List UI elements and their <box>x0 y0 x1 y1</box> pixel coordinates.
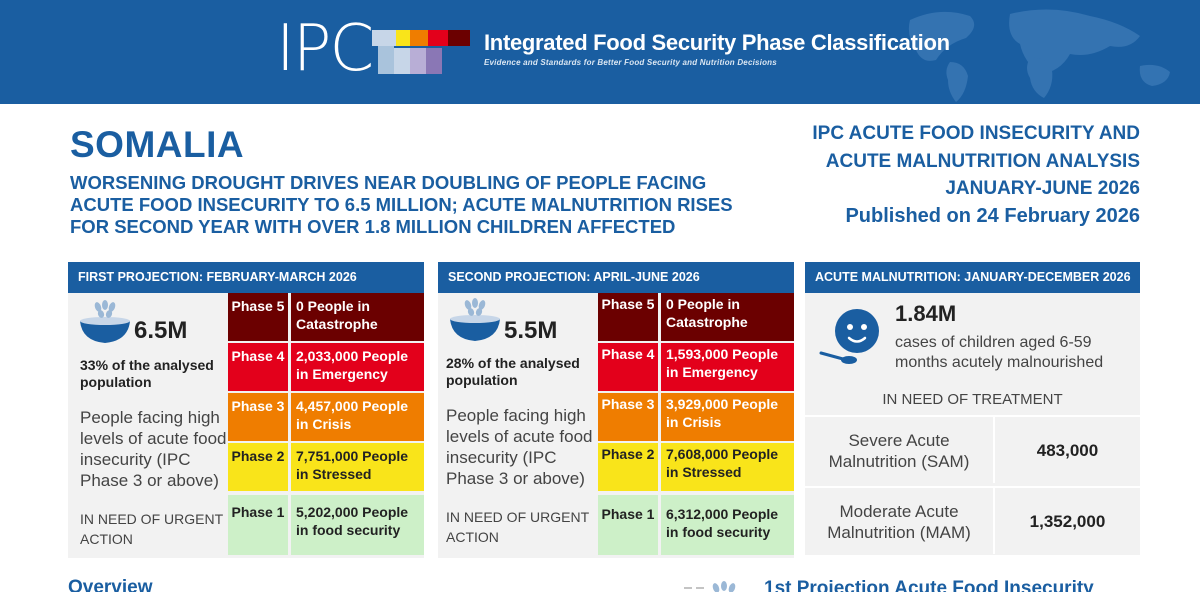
phase-value: 5,202,000 People in food security <box>291 495 424 555</box>
grain-bowl-icon <box>684 581 736 592</box>
country-title: SOMALIA <box>70 124 245 165</box>
org-subtitle: Evidence and Standards for Better Food S… <box>484 58 777 67</box>
first-projection-title: FIRST PROJECTION: FEBRUARY-MARCH 2026 <box>68 262 424 293</box>
report-title: IPC ACUTE FOOD INSECURITY AND ACUTE MALN… <box>700 120 1140 230</box>
published-date: Published on 24 February 2026 <box>845 204 1140 227</box>
grain-bowl-icon <box>80 300 130 343</box>
first-total: 6.5M <box>134 317 188 344</box>
malnutrition-need-label: IN NEED OF TREATMENT <box>882 391 1063 408</box>
header-banner: IPC Integrated Food Security Phase Class… <box>0 0 1200 104</box>
second-need-label: IN NEED OF URGENT ACTION <box>446 509 589 545</box>
mam-value: 1,352,000 <box>1029 512 1106 531</box>
sam-value: 483,000 <box>1036 441 1099 460</box>
phase-label: Phase 5 <box>228 293 288 341</box>
phase-value: 0 People in Catastrophe <box>661 293 794 341</box>
report-title-period: JANUARY-JUNE 2026 <box>945 178 1140 199</box>
second-projection-title: SECOND PROJECTION: APRIL-JUNE 2026 <box>438 262 794 293</box>
phase-label: Phase 5 <box>598 293 658 341</box>
first-phase-4: Phase 4 2,033,000 People in Emergency <box>228 343 424 391</box>
malnutrition-description: cases of children aged 6-59 months acute… <box>895 334 1104 371</box>
grain-bowl-icon <box>450 298 500 341</box>
ipc-logo: IPC <box>276 12 374 86</box>
phase-value: 4,457,000 People in Crisis <box>291 393 424 441</box>
sam-row: Severe Acute Malnutrition (SAM) 483,000 <box>805 415 1140 483</box>
phase-label: Phase 4 <box>598 343 658 391</box>
phase-value: 7,751,000 People in Stressed <box>291 443 424 491</box>
first-phase-3: Phase 3 4,457,000 People in Crisis <box>228 393 424 441</box>
phase-label: Phase 1 <box>598 495 658 555</box>
second-description: People facing high levels of acute food … <box>446 406 593 488</box>
phase-label: Phase 4 <box>228 343 288 391</box>
phase-value: 7,608,000 People in Stressed <box>661 443 794 491</box>
first-description: People facing high levels of acute food … <box>80 408 227 490</box>
second-percent: 28% of the analysed population <box>446 355 580 388</box>
phase-value: 3,929,000 People in Crisis <box>661 393 794 441</box>
malnutrition-total: 1.84M <box>895 301 957 326</box>
malnutrition-title: ACUTE MALNUTRITION: JANUARY-DECEMBER 202… <box>805 262 1140 293</box>
first-projection-panel: FIRST PROJECTION: FEBRUARY-MARCH 2026 6.… <box>68 262 424 558</box>
phase-label: Phase 1 <box>228 495 288 555</box>
second-phase-2: Phase 2 7,608,000 People in Stressed <box>598 443 794 491</box>
headline: WORSENING DROUGHT DRIVES NEAR DOUBLING O… <box>70 172 733 237</box>
report-title-line2: ACUTE MALNUTRITION ANALYSIS <box>825 150 1140 172</box>
second-phase-5: Phase 5 0 People in Catastrophe <box>598 293 794 341</box>
phase-value: 2,033,000 People in Emergency <box>291 343 424 391</box>
first-projection-body: 6.5M 33% of the analysed population Peop… <box>68 293 424 558</box>
second-projection-panel: SECOND PROJECTION: APRIL-JUNE 2026 5.5M … <box>438 262 794 558</box>
second-phase-3: Phase 3 3,929,000 People in Crisis <box>598 393 794 441</box>
ipc-color-blocks-icon <box>372 30 470 74</box>
phase-label: Phase 2 <box>228 443 288 491</box>
second-phase-1: Phase 1 6,312,000 People in food securit… <box>598 495 794 555</box>
phase-label: Phase 3 <box>598 393 658 441</box>
phase-value: 1,593,000 People in Emergency <box>661 343 794 391</box>
second-total: 5.5M <box>504 317 558 344</box>
child-face-icon <box>819 309 879 364</box>
first-need-label: IN NEED OF URGENT ACTION <box>80 511 223 547</box>
second-phase-4: Phase 4 1,593,000 People in Emergency <box>598 343 794 391</box>
first-phase-2: Phase 2 7,751,000 People in Stressed <box>228 443 424 491</box>
malnutrition-panel: ACUTE MALNUTRITION: JANUARY-DECEMBER 202… <box>805 262 1140 555</box>
mam-row: Moderate Acute Malnutrition (MAM) 1,352,… <box>805 486 1140 554</box>
projection-map-heading: 1st Projection Acute Food Insecurity <box>764 578 1094 592</box>
first-phase-5: Phase 5 0 People in Catastrophe <box>228 293 424 341</box>
phase-label: Phase 3 <box>228 393 288 441</box>
phase-label: Phase 2 <box>598 443 658 491</box>
mam-label: Moderate Acute Malnutrition (MAM) <box>805 488 995 554</box>
sam-label: Severe Acute Malnutrition (SAM) <box>805 417 995 483</box>
second-projection-body: 5.5M 28% of the analysed population Peop… <box>438 293 794 558</box>
phase-value: 6,312,000 People in food security <box>661 495 794 555</box>
world-map-graphic <box>908 9 1170 102</box>
org-name: Integrated Food Security Phase Classific… <box>484 30 950 55</box>
first-percent: 33% of the analysed population <box>80 357 214 390</box>
phase-value: 0 People in Catastrophe <box>291 293 424 341</box>
overview-heading: Overview <box>68 577 153 592</box>
report-title-line1: IPC ACUTE FOOD INSECURITY AND <box>812 123 1140 144</box>
first-phase-1: Phase 1 5,202,000 People in food securit… <box>228 495 424 555</box>
